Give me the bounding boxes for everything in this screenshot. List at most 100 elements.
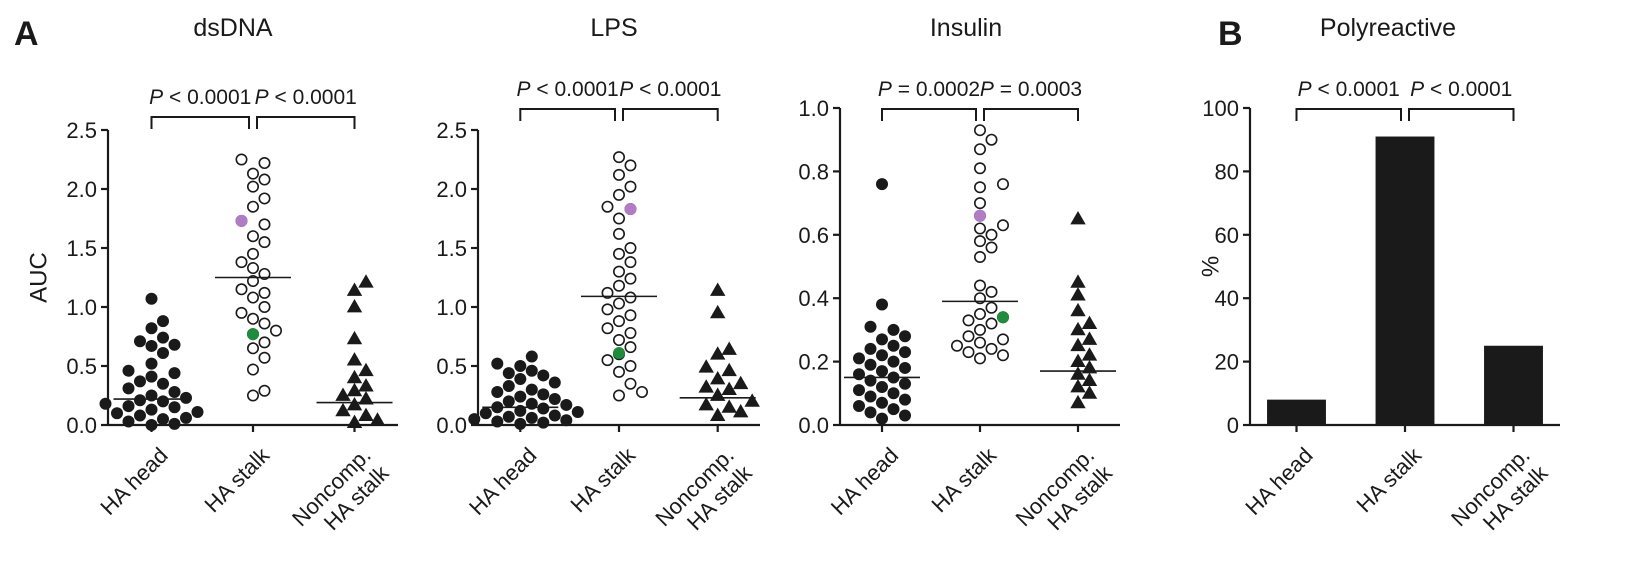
data-point	[134, 335, 146, 348]
data-point	[996, 333, 1009, 346]
data-point	[514, 417, 527, 430]
data-point	[258, 336, 271, 349]
y-tick-label: 1.0	[798, 96, 829, 121]
data-point	[168, 401, 181, 414]
data-point	[612, 365, 625, 378]
data-point	[612, 389, 625, 402]
y-tick-label: 1.0	[436, 295, 467, 320]
data-point	[346, 299, 363, 313]
data-point	[502, 410, 515, 423]
data-point	[985, 317, 998, 330]
data-point	[721, 381, 737, 396]
data-point	[180, 391, 192, 404]
significance-bracket	[256, 116, 356, 129]
data-point	[985, 228, 998, 241]
data-point	[134, 375, 146, 388]
p-value-symbol: P	[619, 78, 633, 101]
chart-panel: Insulin 0.0 0.2 0.4 0.6 0.8 1.0 HA head HA stalk…	[798, 14, 1120, 549]
p-value-symbol: P	[149, 86, 163, 109]
data-point	[985, 342, 998, 355]
data-point	[145, 339, 158, 352]
data-point	[612, 188, 625, 201]
y-tick-label: 0.2	[798, 350, 829, 375]
p-value-label: P < 0.0001	[517, 78, 619, 101]
y-axis-label: AUC	[25, 252, 52, 303]
data-point	[698, 379, 714, 393]
x-tick-label-line: HA head	[826, 443, 903, 520]
data-point	[973, 124, 986, 137]
data-point	[346, 330, 363, 345]
data-point	[269, 324, 282, 337]
data-point	[744, 393, 760, 407]
data-point	[134, 394, 146, 407]
data-point	[157, 331, 169, 344]
data-point	[899, 346, 911, 359]
data-point	[247, 247, 260, 260]
data-point	[973, 162, 986, 175]
data-point	[99, 397, 112, 410]
data-point	[612, 265, 625, 278]
significance-bracket	[1295, 108, 1402, 121]
p-value-symbol: P	[255, 86, 269, 109]
y-tick-label: 80	[1215, 159, 1239, 184]
data-point	[973, 323, 986, 336]
data-point	[864, 358, 877, 371]
data-point	[1070, 366, 1086, 380]
data-point	[733, 404, 749, 418]
data-point	[145, 322, 158, 335]
data-point	[1081, 347, 1098, 361]
data-point	[721, 341, 737, 355]
data-point	[973, 197, 986, 210]
x-tick-label: Noncomp.HA stalk	[1011, 442, 1118, 549]
data-point	[864, 374, 877, 387]
data-point	[985, 133, 998, 146]
data-point	[612, 315, 625, 328]
x-tick-label-line: HA stalk	[199, 442, 274, 517]
data-point	[247, 180, 260, 193]
y-tick-label: 100	[1202, 96, 1239, 121]
y-tick-label: 0.6	[798, 223, 829, 248]
x-tick-label: Noncomp.HA stalk	[1446, 442, 1553, 549]
y-axis-label: %	[1197, 256, 1224, 277]
chart-panel: dsDNA AUC 0.0 0.5 1.0 1.5 2.0 2.5 HA head HA stal…	[25, 14, 398, 535]
p-value-label: P = 0.0003	[980, 78, 1082, 101]
p-value-text: < 0.0001	[1424, 78, 1512, 101]
data-point	[560, 398, 573, 411]
data-point	[962, 314, 975, 327]
data-point	[235, 256, 248, 269]
data-point	[973, 143, 986, 156]
data-point	[601, 286, 614, 299]
data-point	[157, 395, 169, 408]
data-point	[346, 282, 363, 296]
x-tick-label-line: HA stalk	[1351, 442, 1426, 517]
chart-panel: Polyreactive% 0 20 40 60 80 100 HA head HA stalk…	[1197, 14, 1560, 549]
data-point	[525, 350, 538, 363]
data-point	[996, 219, 1009, 232]
bar	[1267, 399, 1326, 425]
data-point	[548, 376, 561, 389]
significance-bracket	[881, 108, 977, 121]
data-point	[899, 361, 911, 374]
highlighted-point	[974, 209, 986, 222]
data-point	[514, 360, 527, 372]
data-point	[514, 372, 527, 385]
data-point	[876, 412, 888, 425]
data-point	[560, 414, 573, 427]
data-point	[1081, 385, 1098, 399]
p-value-label: P < 0.0001	[1298, 78, 1400, 101]
chart-title: Insulin	[930, 14, 1002, 42]
data-point	[145, 370, 158, 383]
p-value-symbol: P	[1410, 78, 1424, 101]
data-point	[247, 200, 260, 213]
data-point	[1070, 321, 1086, 336]
data-point	[698, 359, 714, 373]
data-point	[247, 275, 260, 288]
data-point	[122, 364, 135, 377]
y-tick-label: 0	[1227, 413, 1239, 438]
p-value-symbol: P	[1298, 78, 1312, 101]
y-tick-label: 0.0	[798, 413, 829, 438]
data-point	[122, 400, 135, 413]
data-point	[548, 409, 561, 422]
data-point	[479, 407, 492, 420]
data-point	[973, 352, 986, 365]
